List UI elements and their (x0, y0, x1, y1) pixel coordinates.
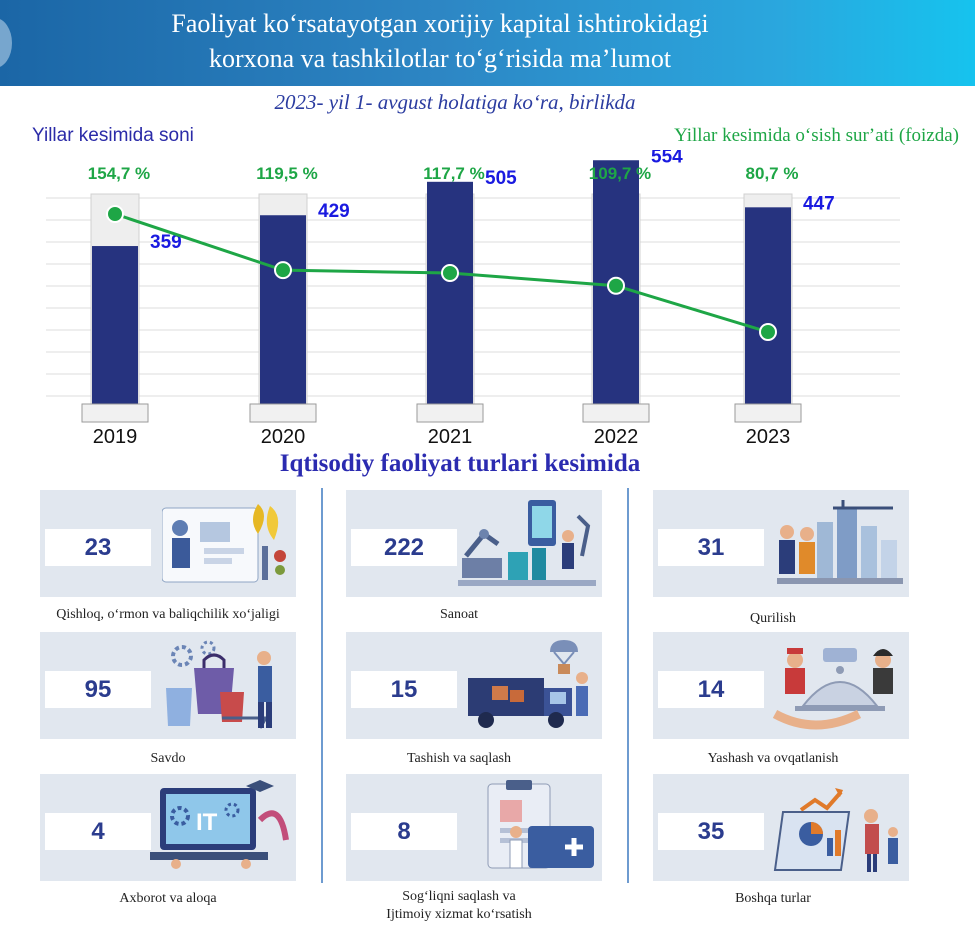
bar-value-label: 505 (485, 168, 517, 189)
activity-value: 14 (658, 671, 764, 708)
bar-base (249, 403, 317, 423)
activity-tile-transport: 15 (346, 632, 602, 739)
growth-rate-label: 119,5 % (256, 164, 317, 183)
health-icon (466, 780, 596, 881)
activity-label: Sogʻliqni saqlash va Ijtimoiy xizmat koʻ… (331, 888, 587, 924)
page-title-line-1: Faoliyat koʻrsatayotgan xorijiy kapital … (171, 9, 709, 38)
bar-value-label: 359 (150, 232, 182, 253)
activity-value: 4 (45, 813, 151, 850)
growth-point (607, 276, 625, 295)
activity-tile-industry: 222 (346, 490, 602, 597)
activity-tile-agriculture: 23 (40, 490, 296, 597)
x-tick-label: 2021 (428, 426, 473, 448)
svg-text:IT: IT (196, 809, 218, 836)
column-divider (321, 488, 323, 883)
bar (92, 246, 138, 404)
activity-label: Yashash va ovqatlanish (707, 751, 839, 766)
x-tick-label: 2019 (93, 426, 138, 448)
activity-value: 222 (351, 529, 457, 566)
statistics-icon (771, 780, 903, 881)
construction-icon (773, 496, 903, 595)
activity-tile-hospitality: 14 (653, 632, 909, 739)
logo-badge (0, 18, 12, 68)
page-title: Faoliyat koʻrsatayotgan xorijiy kapital … (100, 6, 780, 76)
page-title-line-2: korxona va tashkilotlar toʻgʻrisida maʼl… (208, 44, 672, 73)
column-divider (627, 488, 629, 883)
bar (260, 215, 306, 404)
activity-tile-construction: 31 (653, 490, 909, 597)
growth-point (759, 323, 777, 341)
activity-value: 35 (658, 813, 764, 850)
activity-value: 8 (351, 813, 457, 850)
activity-tile-other: 35 (653, 774, 909, 881)
bar (427, 181, 473, 404)
growth-point (106, 205, 124, 223)
activity-tile-trade: 95 (40, 632, 296, 739)
activity-value: 95 (45, 671, 151, 708)
activity-label: Tashish va saqlash (406, 751, 511, 766)
activity-label: Savdo (150, 751, 186, 766)
bar-base (416, 403, 484, 423)
x-tick-label: 2023 (746, 426, 791, 448)
activity-value: 15 (351, 671, 457, 708)
bar-base (734, 403, 802, 423)
bar-value-label: 554 (651, 150, 683, 167)
x-tick-label: 2020 (261, 426, 306, 448)
count-series-label: Yillar kesimida soni (32, 125, 194, 146)
growth-series-label: Yillar kesimida oʻsish surʼati (foizda) (674, 125, 959, 146)
activity-label-line-1: Sogʻliqni saqlash va (402, 889, 516, 904)
growth-point (441, 264, 459, 282)
header-banner: Faoliyat koʻrsatayotgan xorijiy kapital … (0, 0, 975, 86)
bar-value-label: 429 (318, 201, 350, 222)
activity-tile-health: 8 (346, 774, 602, 881)
activity-label-line-2: Ijtimoiy xizmat koʻrsatish (386, 907, 532, 922)
bar-base (582, 403, 650, 423)
growth-rate-label: 109,7 % (589, 164, 651, 183)
page-subtitle: 2023- yil 1- avgust holatiga koʻra, birl… (274, 90, 636, 114)
factory-icon (458, 496, 596, 595)
transport-icon (464, 638, 596, 739)
growth-rate-label: 154,7 % (88, 164, 150, 183)
shopping-icon (164, 638, 290, 739)
it-icon: IT (150, 780, 290, 879)
agriculture-icon (161, 496, 290, 593)
bar (745, 207, 791, 404)
section-title: Iqtisodiy faoliyat turlari kesimida (279, 450, 641, 477)
activity-label: Qurilish (750, 611, 796, 626)
activity-label: Axborot va aloqa (119, 891, 217, 906)
x-tick-label: 2022 (594, 426, 639, 448)
hospitality-icon (772, 638, 903, 739)
bar-base (81, 403, 149, 423)
activity-tile-ict: 4 IT (40, 774, 296, 881)
growth-point (274, 261, 292, 280)
activity-value: 23 (45, 529, 151, 566)
growth-rate-label: 80,7 % (746, 164, 799, 183)
activity-label: Sanoat (439, 607, 479, 622)
activity-value: 31 (658, 529, 764, 566)
bar-value-label: 447 (803, 193, 835, 214)
activity-label: Qishloq, oʻrmon va baliqchilik xoʻjaligi (56, 607, 280, 622)
activity-label: Boshqa turlar (735, 891, 811, 906)
growth-rate-label: 117,7 % (423, 164, 484, 183)
